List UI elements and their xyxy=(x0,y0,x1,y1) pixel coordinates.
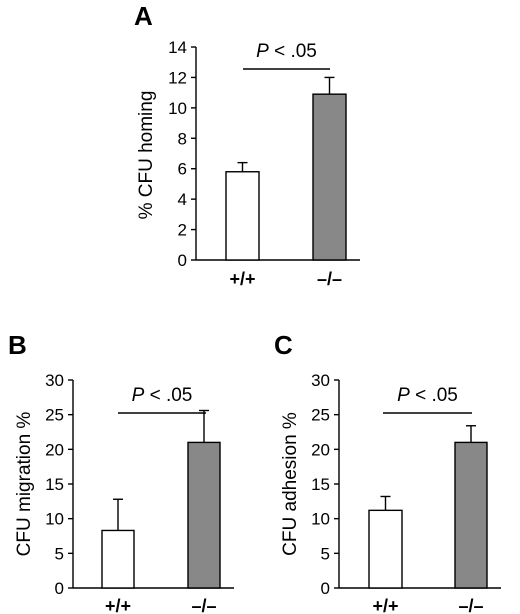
panel-a-ytick-label: 6 xyxy=(178,160,187,179)
panel-a: A 0 2 4 6 8 10 12 14 % CFU homing +/+ –/– P < .05 xyxy=(134,1,360,289)
panel-a-category-label: –/– xyxy=(317,269,342,289)
panel-a-ytick-label: 8 xyxy=(178,129,187,148)
panel-a-ytick-label: 14 xyxy=(168,38,187,57)
panel-b-letter: B xyxy=(8,330,27,360)
panel-c-ytick-label: 25 xyxy=(311,406,330,425)
panel-b: B 0 5 10 15 20 25 30 CFU migration % +/+ –/– P < .0… xyxy=(8,330,234,614)
panel-a-y-label: % CFU homing xyxy=(136,91,157,220)
panel-a-p-symbol: P xyxy=(256,41,269,62)
panel-c-category-label: +/+ xyxy=(372,596,398,614)
panel-b-ytick-label: 10 xyxy=(45,510,64,529)
panel-c-letter: C xyxy=(274,330,293,360)
panel-a-ytick-label: 4 xyxy=(178,190,187,209)
panel-c-significance-label: P < .05 xyxy=(397,385,458,406)
panel-c-bar xyxy=(454,441,488,589)
panel-c-ytick-label: 5 xyxy=(321,544,330,563)
panel-a-significance-label: P < .05 xyxy=(256,41,317,62)
panel-b-category-label: +/+ xyxy=(105,596,131,614)
panel-a-bar xyxy=(312,93,347,261)
panel-b-ytick-label: 15 xyxy=(45,475,64,494)
panel-c-y-label: CFU adhesion % xyxy=(280,412,301,556)
panel-c-ytick-label: 0 xyxy=(321,579,330,598)
panel-c-ytick-label: 15 xyxy=(311,475,330,494)
panel-b-category-label: –/– xyxy=(191,596,216,614)
panel-b-bar xyxy=(187,441,221,589)
panel-c-ytick-label: 30 xyxy=(311,371,330,390)
panel-a-p-value: < .05 xyxy=(269,41,317,62)
panel-b-p-symbol: P xyxy=(132,385,145,406)
panel-c-ytick-label: 10 xyxy=(311,510,330,529)
panel-b-bar xyxy=(101,529,135,589)
panel-a-ytick-label: 0 xyxy=(178,251,187,270)
panel-b-ytick-label: 25 xyxy=(45,406,64,425)
panel-b-ytick-label: 0 xyxy=(55,579,64,598)
panel-c-category-label: –/– xyxy=(458,596,483,614)
panel-b-ytick-label: 5 xyxy=(55,544,64,563)
panel-b-significance-label: P < .05 xyxy=(132,385,193,406)
panel-b-p-value: < .05 xyxy=(144,385,192,406)
panel-a-ytick-label: 12 xyxy=(168,68,187,87)
panel-b-ytick-label: 30 xyxy=(45,371,64,390)
panel-a-category-label: +/+ xyxy=(229,269,255,289)
panel-a-bar xyxy=(225,171,260,261)
panel-c-ytick-label: 20 xyxy=(311,440,330,459)
panel-c: C 0 5 10 15 20 25 30 CFU adhesion % +/+ –/– P < .05 xyxy=(274,330,501,614)
panel-c-p-value: < .05 xyxy=(410,385,458,406)
panel-c-bar xyxy=(368,509,403,589)
panel-c-p-symbol: P xyxy=(397,385,410,406)
panel-a-ytick-label: 2 xyxy=(178,221,187,240)
panel-a-letter: A xyxy=(134,1,153,31)
panel-b-ytick-label: 20 xyxy=(45,440,64,459)
panel-a-ytick-label: 10 xyxy=(168,99,187,118)
panel-b-y-label: CFU migration % xyxy=(14,412,35,557)
